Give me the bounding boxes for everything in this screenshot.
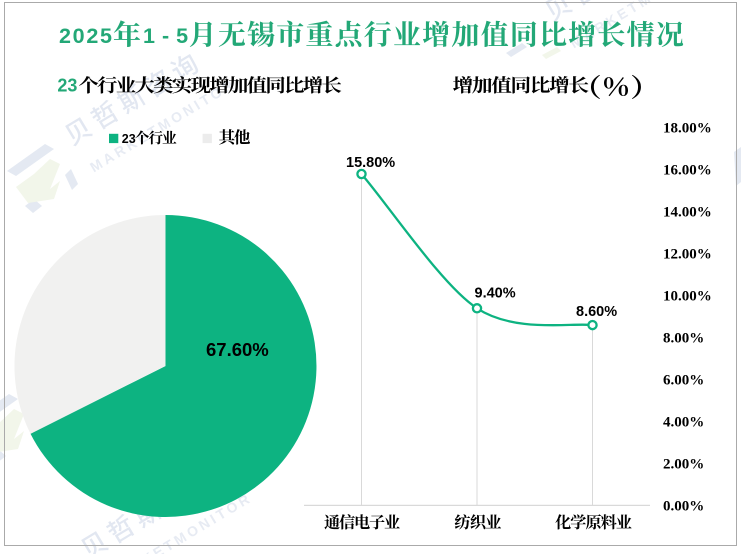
svg-text:2.00%: 2.00% (663, 456, 704, 472)
svg-text:10.00%: 10.00% (663, 289, 712, 305)
svg-text:6.00%: 6.00% (663, 373, 704, 389)
svg-text:18.00%: 18.00% (663, 121, 712, 137)
svg-text:8.00%: 8.00% (663, 331, 704, 347)
svg-text:67.60%: 67.60% (206, 339, 269, 360)
svg-text:4.00%: 4.00% (663, 415, 704, 431)
svg-text:2025: 2025 (59, 24, 114, 48)
svg-text:16.00%: 16.00% (663, 163, 712, 179)
svg-text:14.00%: 14.00% (663, 205, 712, 221)
svg-text:23: 23 (122, 132, 136, 146)
svg-text:23: 23 (57, 76, 77, 96)
svg-text:0.00%: 0.00% (663, 498, 704, 514)
svg-text:12.00%: 12.00% (663, 247, 712, 263)
svg-text:15.80%: 15.80% (346, 155, 395, 171)
svg-text:1-5: 1-5 (143, 24, 195, 48)
svg-text:8.60%: 8.60% (576, 304, 617, 320)
svg-text:9.40%: 9.40% (475, 286, 516, 302)
